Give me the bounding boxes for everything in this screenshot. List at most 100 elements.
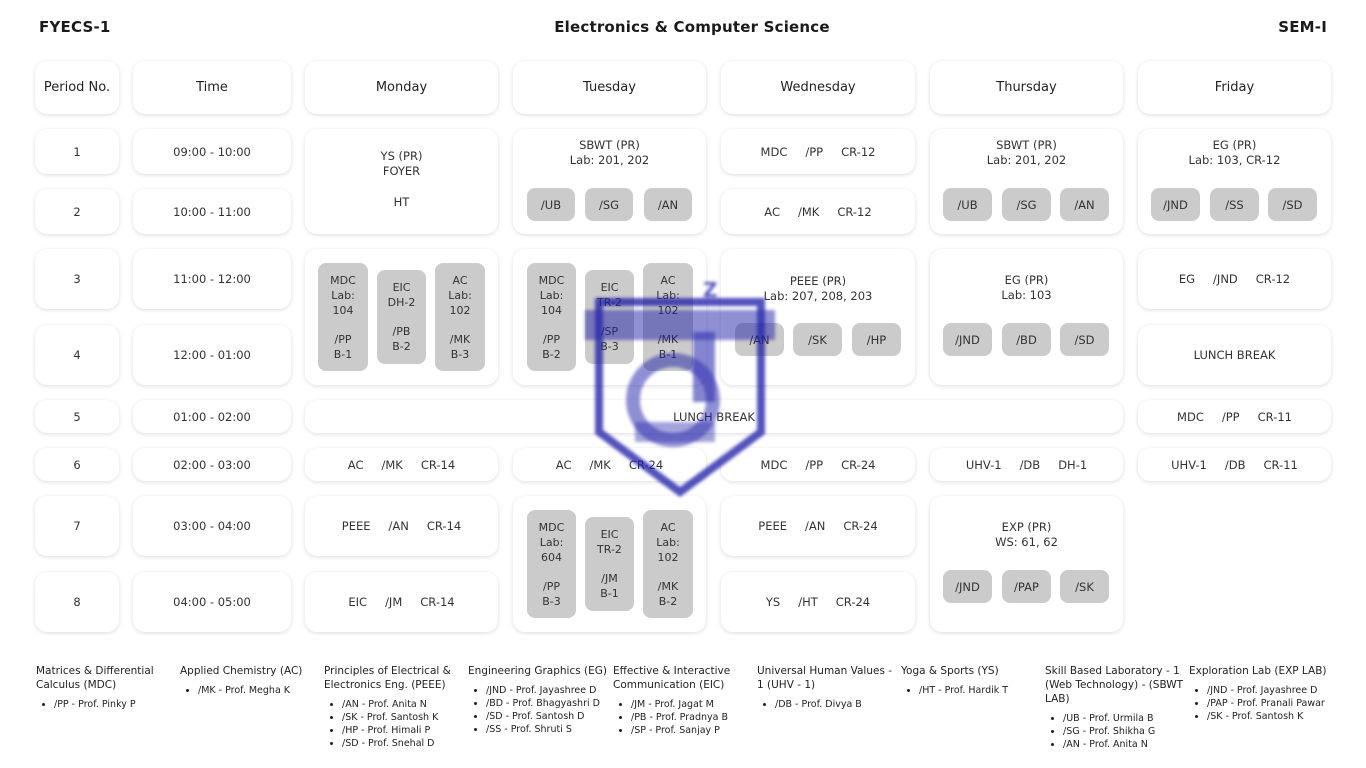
period-header: Period No. [35, 61, 119, 114]
batch-card: AC Lab: 102 /MK B-3 [435, 263, 485, 371]
day-header-monday: Monday [305, 61, 498, 114]
legend-item: /SP - Prof. Sanjay P [631, 724, 753, 737]
legend-title: Engineering Graphics (EG) [468, 665, 608, 677]
instructor-pill: /PAP [1002, 570, 1051, 603]
instructor-pill: /SK [793, 323, 842, 356]
legend-uhv: Universal Human Values - 1 (UHV - 1) /DB… [757, 664, 897, 711]
instructor-pill: /SD [1060, 323, 1109, 356]
monday-period-1-2: YS (PR) FOYER HT [305, 129, 498, 234]
friday-period-5: MDC/PP CR-11 [1138, 400, 1331, 433]
period-no: 1 [35, 129, 119, 174]
legend-item: /SD - Prof. Santosh D [486, 710, 610, 723]
session-title: EG (PR) [1004, 273, 1049, 287]
tuesday-period-6: AC/MK CR-24 [513, 448, 706, 481]
legend-item: /HP - Prof. Himali P [342, 724, 464, 737]
session-instructor: HT [393, 195, 410, 209]
monday-period-7: PEEE/AN CR-14 [305, 496, 498, 556]
legend-item: /AN - Prof. Anita N [342, 698, 464, 711]
session-venue: Lab: 201, 202 [986, 153, 1067, 167]
legend-item: /HT - Prof. Hardik T [919, 684, 1041, 697]
period-time: 12:00 - 01:00 [133, 325, 291, 385]
thursday-period-3-4: EG (PR) Lab: 103 [930, 249, 1123, 385]
legend-item: /PAP - Prof. Pranali Pawar [1207, 697, 1339, 710]
legend-item: /PP - Prof. Pinky P [54, 698, 176, 711]
legend-item: /PB - Prof. Pradnya B [631, 711, 753, 724]
friday-period-6: UHV-1/DB CR-11 [1138, 448, 1331, 481]
monday-period-6: AC/MK CR-14 [305, 448, 498, 481]
batch-card: EIC TR-2 /JM B-1 [585, 517, 634, 611]
instructor-pill: /JND [943, 323, 992, 356]
wednesday-period-3-4: PEEE (PR) Lab: 207, 208, 203 [721, 249, 915, 385]
page-title: Electronics & Computer Science [554, 18, 830, 36]
batch-card: MDC Lab: 104 /PP B-1 [318, 263, 368, 371]
legend-exp: Exploration Lab (EXP LAB) /JND - Prof. J… [1189, 664, 1339, 723]
period-time: 10:00 - 11:00 [133, 189, 291, 234]
legend-title: Principles of Electrical & Electronics E… [324, 665, 451, 691]
thursday-period-7-8: EXP (PR) WS: 61, 62 [930, 496, 1123, 632]
session-title: SBWT (PR) [996, 138, 1057, 152]
period-time: 04:00 - 05:00 [133, 572, 291, 632]
period-no: 5 [35, 400, 119, 433]
day-header-wednesday: Wednesday [721, 61, 915, 114]
instructor-pill: /BD [1002, 323, 1051, 356]
instructor-pill: /JND [943, 570, 992, 603]
legend-ys: Yoga & Sports (YS) /HT - Prof. Hardik T [901, 664, 1041, 697]
legend-item: /SK - Prof. Santosh K [1207, 710, 1339, 723]
batch-card: AC Lab: 102 /MK B-1 [643, 263, 693, 371]
batch-card: EIC TR-2 /SP B-3 [585, 270, 634, 364]
instructor-pill: /SK [1060, 570, 1109, 603]
legend-title: Effective & Interactive Communication (E… [613, 665, 731, 691]
wednesday-period-6: MDC/PP CR-24 [721, 448, 915, 481]
period-time: 02:00 - 03:00 [133, 448, 291, 481]
instructor-pill: /AN [1060, 188, 1109, 221]
legend-item: /SS - Prof. Shruti S [486, 723, 610, 736]
period-no: 8 [35, 572, 119, 632]
instructor-pill: /SG [585, 188, 633, 221]
period-no: 4 [35, 325, 119, 385]
day-header-thursday: Thursday [930, 61, 1123, 114]
session-title: SBWT (PR) [579, 138, 640, 152]
friday-period-3: EG/JND CR-12 [1138, 249, 1331, 309]
legend-title: Universal Human Values - 1 (UHV - 1) [757, 665, 893, 691]
day-header-friday: Friday [1138, 61, 1331, 114]
instructor-pill: /AN [735, 323, 784, 356]
lunch-break-row: LUNCH BREAK [305, 400, 1123, 433]
legend-item: /MK - Prof. Megha K [198, 684, 320, 697]
day-header-tuesday: Tuesday [513, 61, 706, 114]
wednesday-period-8: YS/HT CR-24 [721, 572, 915, 632]
legend-mdc: Matrices & Differential Calculus (MDC) /… [36, 664, 176, 711]
legend-item: /JND - Prof. Jayashree D [1207, 684, 1339, 697]
legend-item: /SK - Prof. Santosh K [342, 711, 464, 724]
friday-lunch-break: LUNCH BREAK [1138, 325, 1331, 385]
instructor-pill: /SD [1268, 188, 1317, 221]
session-venue: Lab: 103, CR-12 [1188, 153, 1281, 167]
legend-ac: Applied Chemistry (AC) /MK - Prof. Megha… [180, 664, 320, 697]
batch-card: MDC Lab: 104 /PP B-2 [527, 263, 576, 371]
legend-item: /UB - Prof. Urmila B [1063, 712, 1185, 725]
wednesday-period-7: PEEE/AN CR-24 [721, 496, 915, 556]
legend-item: /SD - Prof. Snehal D [342, 737, 464, 750]
session-title: EXP (PR) [1001, 520, 1052, 534]
legend-item: /BD - Prof. Bhagyashri D [486, 697, 610, 710]
batch-card: AC Lab: 102 /MK B-2 [643, 510, 693, 618]
period-time: 09:00 - 10:00 [133, 129, 291, 174]
legend-peee: Principles of Electrical & Electronics E… [324, 664, 464, 750]
legend-title: Matrices & Differential Calculus (MDC) [36, 665, 154, 691]
time-header: Time [133, 61, 291, 114]
session-title: EG (PR) [1212, 138, 1257, 152]
instructor-pill: /HP [852, 323, 901, 356]
instructor-pill: /SG [1002, 188, 1051, 221]
instructor-pill: /UB [527, 188, 575, 221]
legend-item: /JND - Prof. Jayashree D [486, 684, 610, 697]
wednesday-period-2: AC/MK CR-12 [721, 189, 915, 234]
period-time: 11:00 - 12:00 [133, 249, 291, 309]
period-time: 03:00 - 04:00 [133, 496, 291, 556]
session-venue: FOYER [382, 164, 421, 178]
class-code: FYECS-1 [39, 18, 111, 36]
batch-card: MDC Lab: 604 /PP B-3 [527, 510, 576, 618]
session-venue: Lab: 103 [1001, 288, 1052, 302]
legend-item: /AN - Prof. Anita N [1063, 738, 1185, 751]
monday-period-8: EIC/JM CR-14 [305, 572, 498, 632]
legend-item: /DB - Prof. Divya B [775, 698, 897, 711]
instructor-pill: /AN [644, 188, 692, 221]
